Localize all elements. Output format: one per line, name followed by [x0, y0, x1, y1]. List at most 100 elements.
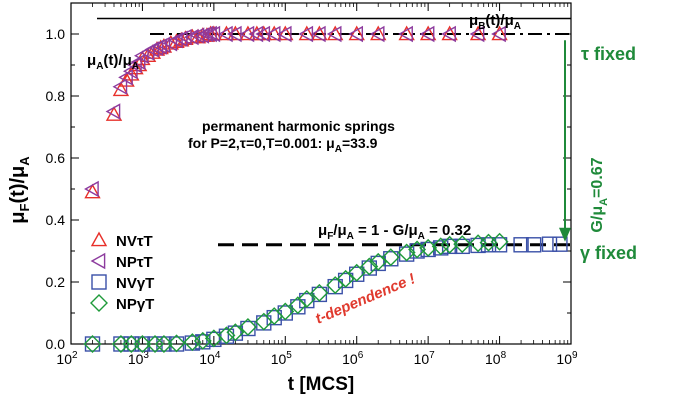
plot-frame	[70, 2, 572, 345]
x-tick-label: 105	[271, 350, 293, 367]
data-point-diamond	[193, 331, 212, 350]
data-point-triangle-left	[255, 25, 271, 43]
muB-label: μB(t)/μA	[469, 12, 521, 32]
y-tick-label: 1.0	[46, 26, 66, 42]
data-point-triangle-left	[202, 25, 217, 43]
data-point-triangle-left	[348, 25, 364, 43]
data-point-triangle-left	[419, 25, 435, 43]
data-point-triangle-left	[155, 36, 171, 54]
legend-label: NPγT	[116, 296, 154, 313]
data-point-triangle-left	[122, 63, 138, 80]
x-tick-label: 108	[485, 350, 507, 367]
data-point-triangle-left	[118, 69, 133, 86]
x-tick-label: 109	[556, 350, 578, 367]
data-point-triangle-left	[248, 25, 264, 43]
data-point-square	[113, 336, 129, 352]
data-point-diamond	[83, 335, 102, 353]
springs-line1: permanent harmonic springs	[202, 118, 395, 134]
data-point-triangle-left	[176, 28, 192, 46]
y-tick-label: 0.6	[46, 150, 66, 166]
legend-marker-triangle-left	[90, 252, 106, 270]
data-point-triangle-left	[198, 25, 214, 43]
data-point-diamond	[310, 283, 329, 302]
muF-label: μF/μA = 1 - G/μA = 0.32	[318, 222, 471, 242]
data-point-triangle-left	[310, 25, 326, 43]
data-point-triangle-left	[168, 32, 183, 49]
x-axis-label: t [MCS]	[288, 374, 354, 395]
y-tick-label: 0.2	[46, 274, 66, 290]
data-point-diamond	[297, 290, 316, 309]
legend-label: NPτT	[116, 254, 153, 271]
data-point-square	[525, 237, 542, 253]
data-point-square	[470, 237, 486, 254]
y-tick-labels: 0.0 0.2 0.4 0.6 0.8 1.0	[46, 26, 66, 352]
t-dependence-label: t-dependence !	[313, 270, 418, 327]
data-point-diamond	[381, 248, 400, 267]
data-point-triangle-up	[266, 25, 283, 41]
data-point-diamond	[397, 243, 416, 262]
series-layer	[83, 25, 568, 353]
data-point-diamond	[479, 233, 498, 252]
data-point-triangle-left	[491, 25, 506, 43]
data-point-diamond	[453, 235, 472, 254]
data-point-diamond	[336, 269, 355, 288]
arrow-head	[559, 227, 571, 242]
svg-text:μF(t)/μA: μF(t)/μA	[7, 156, 32, 224]
y-tick-label: 0.0	[46, 336, 66, 352]
data-point-triangle-up	[398, 25, 415, 41]
data-point-triangle-up	[173, 31, 190, 47]
data-point-triangle-up	[419, 25, 437, 41]
data-point-diamond	[408, 240, 427, 259]
data-point-diamond	[167, 334, 186, 353]
data-point-diamond	[431, 237, 450, 256]
data-point-triangle-up	[469, 25, 487, 41]
x-tick-label: 104	[199, 350, 221, 367]
data-point-triangle-up	[441, 25, 458, 41]
data-point-diamond	[183, 333, 202, 352]
data-point-square	[552, 236, 568, 252]
x-tick-label: 106	[342, 350, 364, 367]
x-tick-label: 103	[128, 350, 150, 367]
data-point-triangle-up	[298, 25, 315, 41]
data-point-triangle-left	[265, 25, 281, 43]
y-tick-label: 0.8	[46, 88, 66, 104]
muA-label: μA(t)/μA	[87, 52, 139, 72]
x-tick-label: 102	[56, 350, 78, 367]
data-point-square	[156, 336, 172, 352]
data-point-diamond	[276, 302, 295, 321]
gamma-fixed-label: γ fixed	[580, 243, 637, 263]
data-point-triangle-left	[127, 56, 142, 74]
legend-marker-triangle-up	[90, 231, 108, 247]
data-point-square	[513, 237, 529, 253]
data-point-diamond	[440, 235, 459, 254]
svg-text:G/μA=0.67: G/μA=0.67	[589, 157, 610, 232]
springs-line2: for P=2,τ=0,T=0.001: μA=33.9	[188, 135, 378, 155]
x-tick-labels: 102 103 104 105 106 107 108 109	[56, 350, 578, 367]
data-point-triangle-left	[130, 53, 146, 71]
data-point-diamond	[217, 326, 236, 345]
data-point-diamond	[490, 232, 509, 251]
data-point-diamond	[154, 335, 173, 353]
data-point-triangle-left	[369, 25, 385, 43]
y-axis-label: μF(t)/μA	[7, 156, 32, 224]
data-point-triangle-left	[105, 103, 121, 120]
legend-marker-square	[91, 274, 107, 290]
data-point-diamond	[238, 317, 257, 336]
data-point-triangle-left	[398, 25, 413, 43]
legend-label: NVτT	[116, 233, 153, 250]
legend-marker-diamond	[90, 294, 108, 312]
data-point-square	[491, 237, 508, 253]
data-point-diamond	[226, 323, 245, 342]
data-point-diamond	[146, 335, 164, 353]
tau-fixed-label: τ fixed	[581, 44, 636, 64]
series-diamond	[83, 232, 509, 353]
x-tick-label: 107	[414, 350, 436, 367]
data-point-diamond	[369, 252, 388, 271]
data-point-triangle-left	[276, 25, 292, 43]
data-point-triangle-left	[469, 25, 485, 43]
data-point-square	[147, 336, 163, 352]
data-point-square	[541, 236, 558, 252]
data-point-triangle-left	[84, 180, 99, 198]
data-point-square	[134, 336, 151, 352]
